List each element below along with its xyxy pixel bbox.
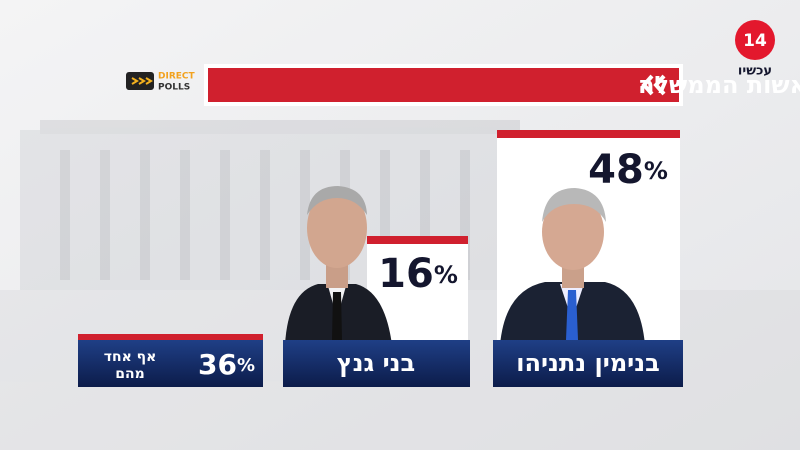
panel-accent: [367, 236, 468, 244]
candidate-percent: 16%: [378, 251, 458, 297]
none-percent: 36%: [198, 348, 255, 381]
name-bar: [78, 340, 263, 387]
channel-name: עכשיו: [738, 64, 772, 79]
channel-number: 14: [743, 31, 767, 51]
title: התאמה לראשות הממשלה: [638, 71, 800, 99]
name-bar: [493, 340, 683, 387]
candidate-photo: [285, 186, 392, 345]
pollster-icon: [126, 72, 154, 90]
candidate-photo: [500, 188, 645, 345]
panel-accent: [497, 130, 680, 138]
title-bar: [208, 68, 679, 102]
title-chevrons: [641, 74, 666, 96]
candidate-name: בנימין נתניהו: [516, 349, 660, 377]
pollster-name: POLLS: [158, 83, 190, 93]
name-bar: [283, 340, 470, 387]
none-label: אף אחד: [104, 349, 157, 365]
pollster-arrows: [131, 77, 153, 85]
candidate-name: בני גנץ: [337, 349, 415, 377]
panel-accent: [78, 334, 263, 342]
candidate-percent: 48%: [588, 147, 668, 193]
none-label: מהם: [115, 366, 145, 382]
pollster-name: DIRECT: [158, 72, 196, 82]
channel-logo: [735, 20, 775, 60]
